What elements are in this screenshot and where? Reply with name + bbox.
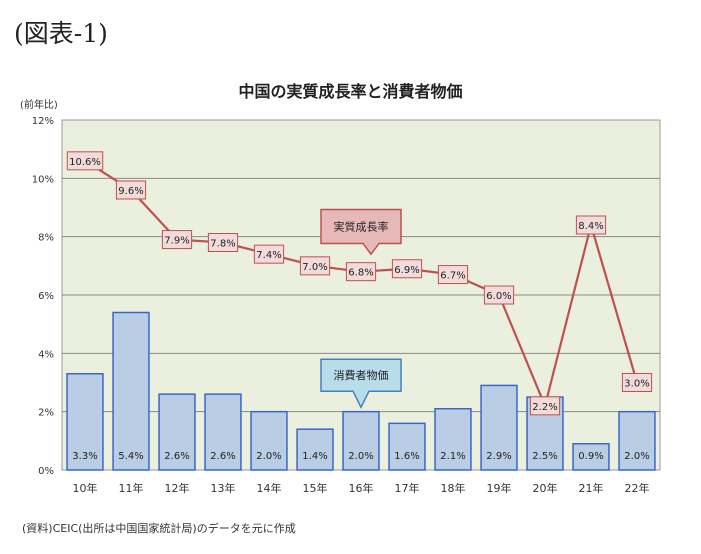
callout-growth-shape [320,208,402,256]
bar-value-label: 2.1% [440,451,465,462]
point-label-box [437,265,469,285]
x-tick-label: 15年 [303,481,328,495]
x-tick-label: 22年 [625,481,650,495]
point-value-label: 10.6% [69,157,101,168]
x-tick-label: 19年 [487,481,512,495]
chart-title: 中国の実質成長率と消費者物価 [238,82,463,101]
x-tick-label: 11年 [119,481,144,495]
point-value-label: 7.0% [302,262,327,273]
y-tick-label: 0% [38,466,54,477]
bar-11年 [112,311,150,471]
point-label-box [299,256,331,276]
point-value-label: 7.4% [256,250,281,261]
bar-14年 [250,410,288,471]
y-tick-label: 10% [32,174,54,185]
bar-value-label: 2.9% [486,451,511,462]
bar-value-label: 1.4% [302,451,327,462]
y-tick-label: 12% [32,116,54,127]
x-tick-label: 17年 [395,481,420,495]
bar-13年 [204,393,242,471]
point-value-label: 7.8% [210,239,235,250]
x-tick-label: 16年 [349,481,374,495]
bar-value-label: 2.6% [164,451,189,462]
bar-value-label: 2.0% [256,451,281,462]
y-tick-label: 8% [38,233,54,244]
y-tick-label: 6% [38,291,54,302]
bar-value-label: 2.0% [348,451,373,462]
point-label-box [66,151,104,171]
bar-value-label: 3.3% [72,451,97,462]
bar-value-label: 2.5% [532,451,557,462]
point-label-box [483,285,515,305]
point-label-box [621,373,653,392]
x-tick-label: 21年 [579,481,604,495]
bar-value-label: 1.6% [394,451,419,462]
bar-value-label: 2.6% [210,451,235,462]
figure-label: (図表-1) [14,19,108,48]
point-value-label: 9.6% [118,186,143,197]
source-note: (資料)CEIC(出所は中国国家統計局)のデータを元に作成 [22,522,296,535]
x-tick-label: 13年 [211,481,236,495]
y-axis-unit-label: (前年比) [20,100,58,111]
point-label-box [345,262,377,282]
x-tick-label: 20年 [533,481,558,495]
bar-value-label: 2.0% [624,451,649,462]
point-value-label: 2.2% [532,402,557,413]
bar-15年 [296,428,334,471]
point-value-label: 6.7% [440,271,465,282]
x-tick-label: 14年 [257,481,282,495]
point-value-label: 6.0% [486,291,511,302]
x-tick-label: 12年 [165,481,190,495]
point-label-box [161,230,193,250]
bar-21年 [572,443,610,471]
bar-12年 [158,393,196,471]
point-value-label: 6.9% [394,265,419,276]
bar-18年 [434,408,472,471]
bar-19年 [480,384,518,471]
bar-value-label: 5.4% [118,451,143,462]
bar-10年 [66,373,104,471]
point-label-box [207,233,239,252]
x-tick-label: 10年 [73,481,98,495]
point-label-box [115,180,147,200]
point-label-box [575,215,607,235]
bar-value-label: 0.9% [578,451,603,462]
bar-22年 [618,410,656,471]
point-value-label: 6.8% [348,268,373,279]
point-label-box [529,396,561,416]
point-label-box [391,259,423,279]
point-value-label: 3.0% [624,379,649,390]
point-value-label: 8.4% [578,221,603,232]
y-tick-label: 2% [38,408,54,419]
bar-16年 [342,410,380,471]
y-tick-label: 4% [38,349,54,360]
point-label-box [253,244,285,264]
callout-cpi-shape [320,358,402,409]
bar-17年 [388,422,426,471]
point-value-label: 7.9% [164,236,189,247]
x-tick-label: 18年 [441,481,466,495]
callout-cpi-text: 消費者物価 [334,368,389,382]
callout-growth-text: 実質成長率 [334,219,389,233]
